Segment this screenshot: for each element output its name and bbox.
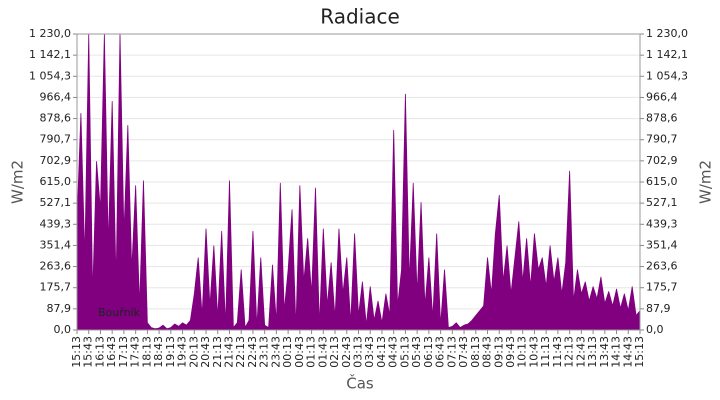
x-tick-label: 21:43 [222, 336, 235, 368]
y2-tick-label: 439,3 [646, 217, 678, 230]
y-tick-label: 351,4 [40, 238, 72, 251]
y-tick-label: 1 142,1 [29, 48, 71, 61]
x-tick-label: 17:43 [129, 336, 142, 368]
y-tick-label: 263,6 [40, 260, 72, 273]
x-tick-label: 02:43 [340, 336, 353, 368]
y2-tick-label: 966,4 [646, 90, 678, 103]
x-tick-label: 17:13 [117, 336, 130, 368]
x-tick-label: 15:13 [70, 336, 83, 368]
x-tick-label: 10:43 [527, 336, 540, 368]
x-tick-label: 15:13 [633, 336, 646, 368]
legend-swatch [82, 307, 94, 319]
x-tick-label: 00:13 [281, 336, 294, 368]
x-tick-label: 07:43 [457, 336, 470, 368]
y2-tick-label: 263,6 [646, 260, 678, 273]
y-tick-label: 175,7 [40, 281, 72, 294]
x-tick-label: 03:13 [352, 336, 365, 368]
y2-tick-label: 1 230,0 [646, 27, 688, 40]
x-tick-label: 09:13 [492, 336, 505, 368]
y-tick-label: 1 054,3 [29, 69, 71, 82]
y-tick-label: 527,1 [40, 196, 72, 209]
y-tick-label: 1 230,0 [29, 27, 71, 40]
y2-tick-label: 702,9 [646, 154, 678, 167]
legend-label: Bouřník [98, 306, 141, 319]
x-tick-label: 23:43 [269, 336, 282, 368]
x-tick-label: 22:13 [234, 336, 247, 368]
y-tick-label: 87,9 [47, 302, 72, 315]
x-tick-label: 04:13 [375, 336, 388, 368]
y-tick-label: 439,3 [40, 217, 72, 230]
x-tick-label: 06:13 [422, 336, 435, 368]
area [76, 33, 641, 331]
y2-tick-label: 0,0 [646, 323, 664, 336]
x-tick-label: 10:13 [516, 336, 529, 368]
x-tick-label: 14:43 [621, 336, 634, 368]
y2-tick-label: 1 142,1 [646, 48, 688, 61]
y-tick-label: 966,4 [40, 90, 72, 103]
y-tick-label: 702,9 [40, 154, 72, 167]
y2-tick-label: 527,1 [646, 196, 678, 209]
x-tick-label: 03:43 [363, 336, 376, 368]
x-axis-label: Čas [346, 374, 374, 393]
x-tick-label: 02:13 [328, 336, 341, 368]
x-tick-label: 11:43 [551, 336, 564, 368]
chart-title: Radiace [320, 5, 400, 29]
x-tick-label: 22:43 [246, 336, 259, 368]
y2-tick-label: 351,4 [646, 238, 678, 251]
x-tick-label: 13:43 [598, 336, 611, 368]
y-axis-label: W/m2 [9, 160, 27, 204]
x-tick-label: 18:43 [152, 336, 165, 368]
y-tick-label: 615,0 [40, 175, 72, 188]
x-tick-label: 21:13 [211, 336, 224, 368]
x-tick-label: 00:43 [293, 336, 306, 368]
x-tick-label: 18:13 [140, 336, 153, 368]
y2-tick-label: 1 054,3 [646, 69, 688, 82]
x-tick-label: 01:43 [316, 336, 329, 368]
x-tick-label: 19:13 [164, 336, 177, 368]
x-tick-label: 12:43 [574, 336, 587, 368]
x-tick-label: 16:43 [105, 336, 118, 368]
x-tick-label: 01:13 [305, 336, 318, 368]
x-tick-label: 15:43 [82, 336, 95, 368]
y2-axis-label: W/m2 [697, 160, 715, 204]
x-tick-label: 14:13 [610, 336, 623, 368]
x-tick-label: 09:43 [504, 336, 517, 368]
y-tick-label: 0,0 [54, 323, 72, 336]
y2-tick-label: 615,0 [646, 175, 678, 188]
x-tick-label: 05:13 [398, 336, 411, 368]
x-tick-label: 23:13 [258, 336, 271, 368]
y2-tick-label: 87,9 [646, 302, 671, 315]
x-tick-label: 20:13 [187, 336, 200, 368]
y2-tick-label: 175,7 [646, 281, 678, 294]
x-tick-label: 08:13 [469, 336, 482, 368]
x-tick-label: 13:13 [586, 336, 599, 368]
x-tick-label: 05:43 [410, 336, 423, 368]
x-tick-label: 12:13 [563, 336, 576, 368]
x-tick-label: 19:43 [176, 336, 189, 368]
x-tick-label: 11:13 [539, 336, 552, 368]
x-tick-label: 04:43 [387, 336, 400, 368]
x-tick-label: 16:13 [93, 336, 106, 368]
x-tick-label: 06:43 [434, 336, 447, 368]
x-tick-label: 08:43 [481, 336, 494, 368]
plot-frame [76, 33, 641, 331]
x-tick-label: 20:43 [199, 336, 212, 368]
x-tick-label: 07:13 [445, 336, 458, 368]
y2-tick-label: 878,6 [646, 112, 678, 125]
y-tick-label: 878,6 [40, 112, 72, 125]
y2-tick-label: 790,7 [646, 133, 678, 146]
y-tick-label: 790,7 [40, 133, 72, 146]
